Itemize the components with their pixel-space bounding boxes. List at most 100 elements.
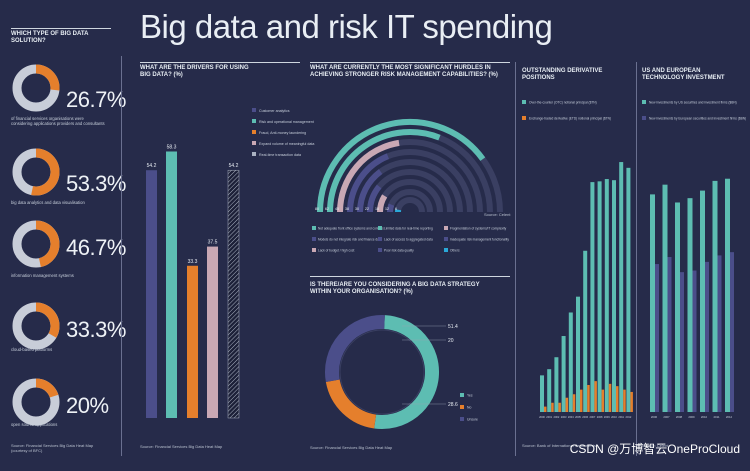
solution-donuts bbox=[12, 64, 60, 426]
itinvest-chart: 2006 2007 2008 2009 2010 2011 2012 New investme… bbox=[642, 100, 746, 419]
divider bbox=[140, 62, 300, 63]
donut-segment bbox=[35, 302, 60, 338]
hurdle-arc bbox=[327, 129, 441, 213]
hurdle-legend-label: Lack of access to aggregated data bbox=[384, 238, 433, 242]
driver-bar bbox=[146, 170, 157, 418]
donut-segment bbox=[31, 148, 60, 196]
driver-bar bbox=[207, 246, 218, 418]
strategy-inner-ring bbox=[339, 329, 425, 415]
derivatives-source: Source: Bank of International Settlement… bbox=[522, 443, 596, 448]
otc-bar bbox=[583, 250, 588, 412]
hurdle-legend-swatch bbox=[378, 248, 382, 252]
solution-pct-2: 53.3% bbox=[66, 171, 126, 196]
derivative-year-label: 2008 bbox=[597, 415, 603, 419]
driver-value-label: 58.3 bbox=[167, 144, 177, 150]
solution-heading: WHICH TYPE OF BIG DATA SOLUTION? bbox=[11, 31, 89, 44]
otc-bar bbox=[576, 296, 580, 412]
donut-segment bbox=[35, 378, 59, 398]
strategy-segment bbox=[374, 315, 440, 429]
hurdle-arc bbox=[317, 119, 486, 213]
hurdle-legend-swatch bbox=[312, 248, 316, 252]
otc-bar bbox=[626, 167, 631, 412]
hurdle-value-label: 62 bbox=[325, 207, 329, 211]
strategy-heading: IS THERE/ARE YOU CONSIDERING A BIG DATA … bbox=[310, 282, 480, 295]
solution-pct-4: 33.3% bbox=[66, 317, 126, 342]
hurdle-value-label: 18 bbox=[375, 207, 379, 211]
hurdle-arc bbox=[357, 169, 383, 213]
solution-desc-3: information management systems bbox=[11, 273, 74, 278]
drivers-source: Source: Financial Services Big Data Heat… bbox=[140, 444, 223, 449]
driver-bar bbox=[227, 169, 240, 419]
hurdle-value-label: 80 bbox=[315, 207, 319, 211]
driver-legend-label: Real-time transaction data bbox=[259, 153, 301, 157]
itinvest-year-label: 2008 bbox=[676, 415, 683, 419]
hurdle-value-label: 45 bbox=[335, 207, 339, 211]
itinvest-legend-label: New investments by US securities and inv… bbox=[649, 101, 737, 105]
driver-legend-swatch bbox=[252, 152, 256, 156]
strategy-chart: 51.4 20 28.6 Yes No Unsure bbox=[325, 315, 478, 429]
europe-bar bbox=[667, 257, 672, 412]
strategy-legend-label: Yes bbox=[467, 394, 473, 398]
divider bbox=[310, 276, 510, 277]
otc-bar bbox=[568, 312, 573, 412]
otc-bar bbox=[561, 336, 566, 412]
derivative-year-label: 2005 bbox=[575, 415, 581, 419]
europe-bar bbox=[705, 261, 709, 412]
etd-bar bbox=[572, 394, 576, 412]
etd-bar bbox=[580, 389, 583, 412]
strategy-legend-swatch bbox=[460, 405, 464, 409]
us-bar bbox=[725, 178, 730, 412]
strategy-source: Source: Financial Services Big Data Heat… bbox=[310, 445, 393, 450]
itinvest-year-label: 2011 bbox=[713, 415, 719, 419]
etd-bar bbox=[558, 402, 561, 412]
itinvest-year-label: 2007 bbox=[663, 415, 670, 419]
otc-bar bbox=[547, 369, 552, 412]
driver-value-label: 54.2 bbox=[229, 163, 239, 169]
derivative-year-label: 2001 bbox=[546, 415, 552, 419]
drivers-chart: 54.2 58.3 33.3 37.5 54.2 Customer analytics Ri… bbox=[146, 108, 314, 419]
hurdle-legend-swatch bbox=[378, 226, 382, 230]
solution-desc-4: cloud-based platforms bbox=[11, 347, 53, 352]
europe-bar bbox=[730, 252, 734, 412]
otc-bar bbox=[604, 179, 609, 412]
derivative-year-label: 2006 bbox=[582, 415, 588, 419]
strategy-value-label: 20 bbox=[448, 338, 454, 344]
driver-legend-label: Fraud, Anti-money laundering bbox=[259, 131, 306, 135]
hurdles-source: Source: Celent bbox=[484, 212, 511, 217]
otc-bar bbox=[554, 357, 559, 412]
derivative-year-label: 2003 bbox=[561, 415, 567, 419]
us-bar bbox=[662, 184, 668, 412]
itinvest-year-label: 2012 bbox=[726, 415, 733, 419]
solution-desc-2: big data analytics and data visualisatio… bbox=[11, 200, 85, 205]
donut-segment bbox=[35, 220, 60, 267]
strategy-segment bbox=[325, 379, 377, 429]
driver-legend-swatch bbox=[252, 141, 256, 145]
hurdle-track bbox=[387, 189, 433, 213]
hurdle-legend-label: Lack of budget / high cost bbox=[318, 249, 354, 253]
driver-value-label: 54.2 bbox=[147, 163, 157, 169]
itinvest-legend-swatch bbox=[642, 100, 646, 104]
hurdle-value-label: 6 bbox=[395, 207, 397, 211]
hurdle-legend-label: Not adequate front office systems and co… bbox=[318, 227, 384, 231]
hurdle-arc bbox=[337, 139, 400, 213]
us-bar bbox=[650, 194, 655, 412]
derivative-legend-swatch bbox=[522, 116, 526, 120]
hurdle-arc bbox=[347, 153, 390, 213]
derivatives-chart: 2000 2001 2002 2003 2004 2005 2006 2007 2008 2009… bbox=[522, 100, 633, 419]
itinvest-legend-label: New investments by European securities a… bbox=[649, 117, 746, 121]
derivative-year-label: 2002 bbox=[554, 415, 560, 419]
watermark: CSDN @万博智云OneProCloud bbox=[569, 442, 740, 456]
etd-bar bbox=[594, 381, 597, 412]
strategy-legend-label: No bbox=[467, 406, 471, 410]
itinvest-year-label: 2010 bbox=[701, 415, 708, 419]
solution-desc-5: open source applications bbox=[11, 422, 58, 427]
hurdle-legend-swatch bbox=[444, 226, 448, 230]
etd-bar bbox=[544, 406, 547, 412]
derivative-year-label: 2010 bbox=[611, 415, 617, 419]
hurdle-legend-label: Fragmentation of systems/IT complexity bbox=[450, 227, 507, 231]
etd-bar bbox=[565, 397, 569, 412]
etd-bar bbox=[608, 383, 612, 412]
driver-legend-swatch bbox=[252, 119, 256, 123]
derivative-year-label: 2009 bbox=[604, 415, 610, 419]
hurdle-arc bbox=[386, 203, 395, 213]
